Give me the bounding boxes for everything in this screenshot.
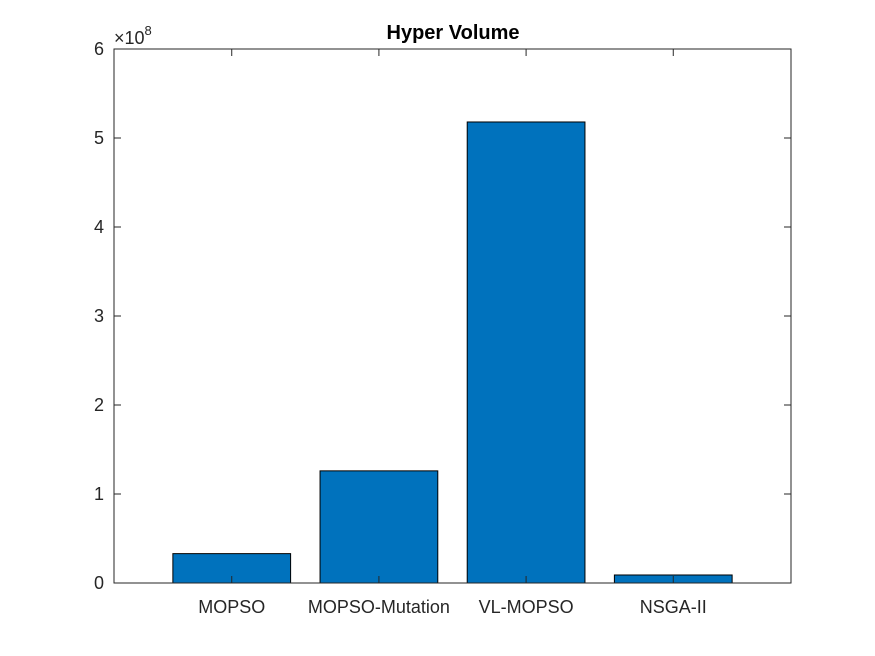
x-tick-label: NSGA-II [640,597,707,617]
y-tick-label: 1 [94,484,104,504]
y-tick-label: 2 [94,395,104,415]
y-tick-label: 3 [94,306,104,326]
y-tick-label: 5 [94,128,104,148]
bars-group [172,121,733,584]
plot-area-frame [113,48,792,584]
y-tick-label: 0 [94,573,104,593]
y-tick-label: 4 [94,217,104,237]
y-axis-exponent-power: 8 [145,23,152,38]
y-axis-exponent-base: ×10 [114,28,145,48]
chart-title: Hyper Volume [387,22,520,44]
y-axis-tick-labels: 0 1 2 3 4 5 6 [94,39,104,593]
bar-mopso-mutation [319,470,439,584]
x-axis-tick-labels: MOPSO MOPSO-Mutation VL-MOPSO NSGA-II [198,597,707,617]
x-axis-ticks [231,49,674,583]
x-tick-label: MOPSO-Mutation [308,597,450,617]
y-axis-exponent: ×108 [114,23,152,48]
bar-vl-mopso [466,121,586,584]
y-tick-label: 6 [94,39,104,59]
x-tick-label: VL-MOPSO [479,597,574,617]
y-axis-ticks [114,48,791,584]
x-tick-label: MOPSO [198,597,265,617]
